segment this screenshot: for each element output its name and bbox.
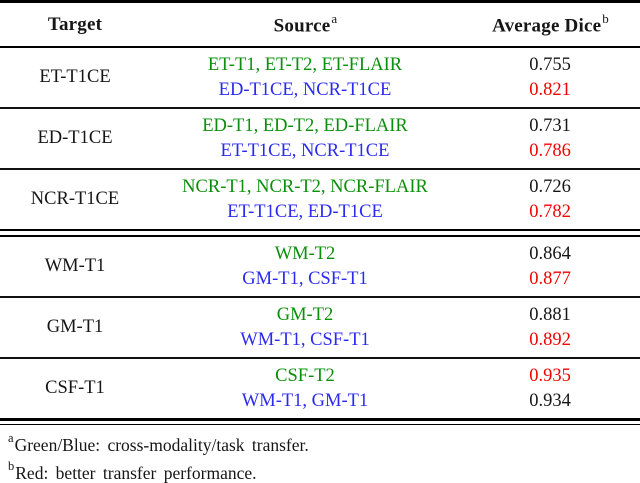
footnote-b-text: Red: better transfer performance. — [15, 463, 257, 483]
column-header-source-sup: a — [331, 10, 338, 26]
dice-value: 0.935 — [529, 365, 571, 386]
source-cell: WM-T2 GM-T1, CSF-T1 — [150, 242, 460, 292]
dice-value: 0.934 — [529, 390, 571, 411]
dice-cell: 0.755 0.821 — [460, 53, 640, 103]
column-header-source: Sourcea — [150, 10, 460, 37]
table-row: WM-T1 WM-T2 GM-T1, CSF-T1 0.864 0.877 — [0, 237, 640, 296]
section-separator-double-rule — [0, 229, 640, 237]
source-cross-modality: GM-T2 — [276, 304, 334, 325]
footnote-b: bRed: better transfer performance. — [8, 457, 640, 483]
dice-value: 0.821 — [529, 79, 571, 100]
source-cross-task: WM-T1, GM-T1 — [241, 390, 369, 411]
source-cross-task: WM-T1, CSF-T1 — [240, 329, 370, 350]
dice-value: 0.877 — [529, 268, 571, 289]
row-separator-rule — [0, 296, 640, 298]
target-cell: GM-T1 — [46, 317, 104, 337]
row-separator-rule — [0, 168, 640, 170]
source-cell: ET-T1, ET-T2, ET-FLAIR ED-T1CE, NCR-T1CE — [150, 53, 460, 103]
dice-value: 0.892 — [529, 329, 571, 350]
table-top-rule — [0, 0, 640, 3]
column-header-source-label: Source — [273, 15, 331, 37]
source-cell: GM-T2 WM-T1, CSF-T1 — [150, 303, 460, 353]
target-cell: CSF-T1 — [45, 378, 105, 398]
dice-cell: 0.881 0.892 — [460, 303, 640, 353]
table-header-row: Target Sourcea Average Diceb — [0, 3, 640, 46]
target-cell: ET-T1CE — [39, 67, 111, 87]
column-header-dice-label: Average Dice — [492, 15, 602, 37]
source-cross-modality: NCR-T1, NCR-T2, NCR-FLAIR — [182, 176, 428, 197]
row-separator-rule — [0, 107, 640, 109]
dice-cell: 0.726 0.782 — [460, 175, 640, 225]
column-header-dice-sup: b — [602, 10, 609, 26]
target-cell: NCR-T1CE — [30, 189, 120, 209]
header-separator-rule — [0, 46, 640, 48]
dice-value: 0.755 — [529, 54, 571, 75]
source-cell: ED-T1, ED-T2, ED-FLAIR ET-T1CE, NCR-T1CE — [150, 114, 460, 164]
table-footnotes: aGreen/Blue: cross-modality/task transfe… — [0, 425, 640, 483]
source-cross-modality: WM-T2 — [274, 243, 336, 264]
column-header-target-label: Target — [47, 13, 103, 35]
footnote-a-marker: a — [8, 431, 14, 445]
dice-cell: 0.935 0.934 — [460, 364, 640, 414]
dice-cell: 0.864 0.877 — [460, 242, 640, 292]
table-row: ET-T1CE ET-T1, ET-T2, ET-FLAIR ED-T1CE, … — [0, 48, 640, 107]
source-cross-modality: ET-T1, ET-T2, ET-FLAIR — [207, 54, 403, 75]
dice-cell: 0.731 0.786 — [460, 114, 640, 164]
source-cross-task: GM-T1, CSF-T1 — [242, 268, 368, 289]
dice-value: 0.786 — [529, 140, 571, 161]
source-cross-modality: ED-T1, ED-T2, ED-FLAIR — [202, 115, 408, 136]
target-cell: ED-T1CE — [37, 128, 113, 148]
source-cross-task: ED-T1CE, NCR-T1CE — [218, 79, 392, 100]
footnote-a: aGreen/Blue: cross-modality/task transfe… — [8, 429, 640, 457]
dice-value: 0.782 — [529, 201, 571, 222]
source-cross-task: ET-T1CE, ED-T1CE — [227, 201, 383, 222]
source-cell: CSF-T2 WM-T1, GM-T1 — [150, 364, 460, 414]
source-cross-modality: CSF-T2 — [275, 365, 335, 386]
column-header-dice: Average Diceb — [460, 10, 640, 37]
table-row: CSF-T1 CSF-T2 WM-T1, GM-T1 0.935 0.934 — [0, 359, 640, 418]
source-cross-task: ET-T1CE, NCR-T1CE — [220, 140, 390, 161]
column-header-target: Target — [0, 14, 150, 36]
table-row: NCR-T1CE NCR-T1, NCR-T2, NCR-FLAIR ET-T1… — [0, 170, 640, 229]
target-cell: WM-T1 — [44, 256, 106, 276]
footnote-b-marker: b — [8, 459, 15, 474]
table-row: GM-T1 GM-T2 WM-T1, CSF-T1 0.881 0.892 — [0, 298, 640, 357]
dice-value: 0.731 — [529, 115, 571, 136]
table-row: ED-T1CE ED-T1, ED-T2, ED-FLAIR ET-T1CE, … — [0, 109, 640, 168]
dice-value: 0.881 — [529, 304, 571, 325]
dice-value: 0.864 — [529, 243, 571, 264]
row-separator-rule — [0, 357, 640, 359]
footnote-a-text: Green/Blue: cross-modality/task transfer… — [14, 434, 309, 455]
dice-value: 0.726 — [529, 176, 571, 197]
table-bottom-double-rule — [0, 418, 640, 425]
source-cell: NCR-T1, NCR-T2, NCR-FLAIR ET-T1CE, ED-T1… — [150, 175, 460, 225]
